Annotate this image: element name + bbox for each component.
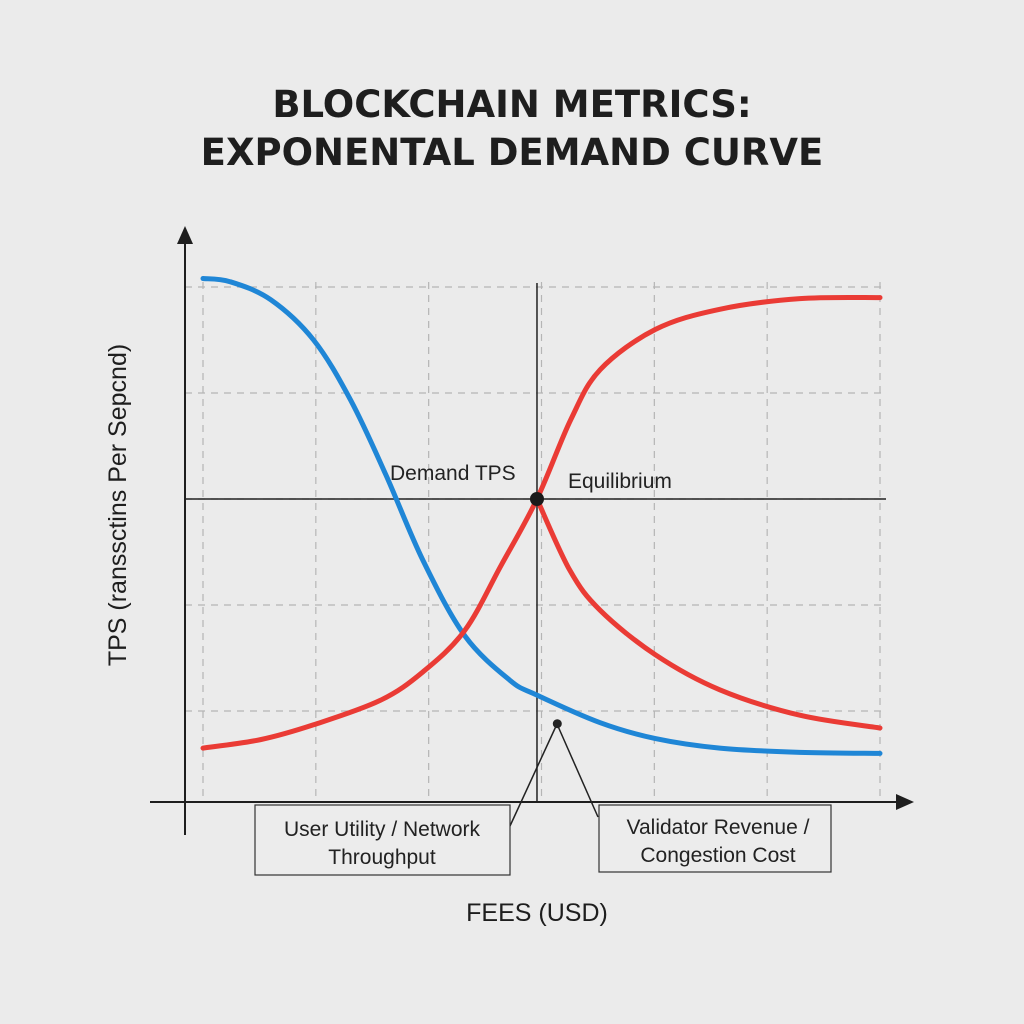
equilibrium-point	[529, 492, 544, 506]
user-utility-box	[254, 804, 511, 876]
validator-revenue-box	[598, 804, 832, 873]
annotations: Demand TPS Equilibrium User Utility / Ne…	[254, 462, 832, 876]
x-axis-arrow-icon	[896, 794, 914, 810]
leader-line-left	[509, 723, 558, 827]
demand-tps-label: Demand TPS	[390, 462, 516, 485]
validator-revenue-label-line1: Validator Revenue /	[627, 816, 810, 839]
user-utility-label-line1: User Utility / Network	[284, 818, 481, 841]
leader-line-right	[556, 723, 599, 818]
chart-title-line2: EXPONENTAL DEMAND CURVE	[201, 131, 824, 174]
validator-revenue-label-line2: Congestion Cost	[640, 844, 795, 867]
y-axis-label: TPS (ranssctins Per Sepcnd)	[104, 344, 132, 666]
series-line-1	[200, 294, 883, 751]
series-group	[200, 276, 883, 756]
grid	[185, 282, 886, 802]
annotation-point	[552, 719, 562, 729]
x-axis-label: FEES (USD)	[466, 899, 608, 927]
user-utility-label-line2: Throughput	[328, 846, 436, 869]
chart-title-line1: BLOCKCHAIN METRICS:	[272, 83, 751, 126]
series-line-2	[534, 496, 883, 731]
axes	[150, 226, 914, 835]
equilibrium-label: Equilibrium	[568, 470, 672, 493]
y-axis-arrow-icon	[177, 226, 193, 244]
